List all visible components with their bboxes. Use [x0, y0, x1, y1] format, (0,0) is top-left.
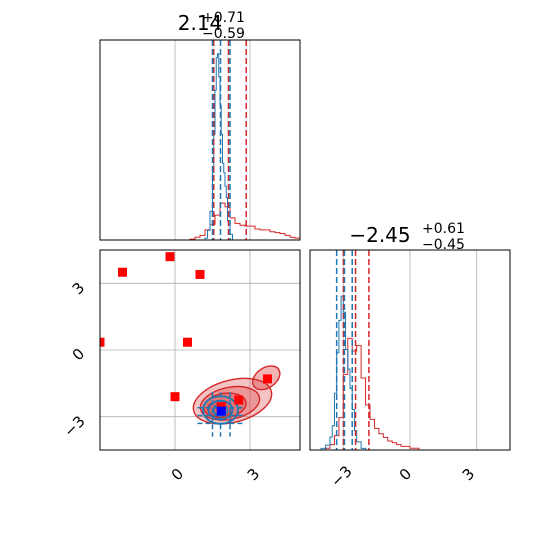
ytick-p2-m3: −3 — [60, 412, 88, 440]
blue-marker — [216, 406, 226, 416]
red-marker-2 — [195, 269, 205, 279]
ytick-p2-3: 3 — [69, 279, 88, 298]
red-histogram-param-2 — [321, 337, 433, 451]
xtick-p1-0: 0 — [168, 465, 187, 484]
xtick-p2-3: 3 — [459, 465, 478, 484]
title-1-value: 2.14 — [178, 11, 223, 35]
title-2-plus: +0.61 — [422, 221, 465, 237]
marginal-panel-param-1 — [99, 39, 301, 241]
panel-frame-top — [99, 39, 301, 241]
joint-content — [100, 250, 300, 450]
red-histogram-param-1 — [175, 202, 301, 241]
xtick-p2-m3: −3 — [327, 462, 355, 490]
ytick-p2-0: 0 — [69, 345, 88, 364]
red-marker-5 — [170, 392, 180, 402]
red-marker-4 — [183, 337, 192, 347]
marginal-panel-param-2 — [309, 249, 511, 451]
title-param-1: 2.14 — [178, 11, 223, 35]
panel-frame-right — [309, 249, 511, 451]
xtick-p2-0: 0 — [396, 465, 415, 484]
title-1-minus: −0.59 — [202, 26, 245, 42]
joint-panel — [99, 249, 301, 451]
title-2-value: −2.45 — [349, 223, 410, 247]
red-marker-1 — [165, 252, 175, 262]
title-1-plus: +0.71 — [202, 10, 245, 26]
red-marker-0 — [118, 267, 127, 277]
red-marker-7 — [263, 374, 272, 384]
panel-frame-joint — [99, 249, 301, 451]
xtick-p1-3: 3 — [244, 465, 263, 484]
title-param-2: −2.45 — [349, 223, 410, 247]
title-2-minus: −0.45 — [422, 237, 465, 253]
red-marker-6 — [234, 395, 244, 405]
red-marker-3 — [100, 337, 105, 347]
